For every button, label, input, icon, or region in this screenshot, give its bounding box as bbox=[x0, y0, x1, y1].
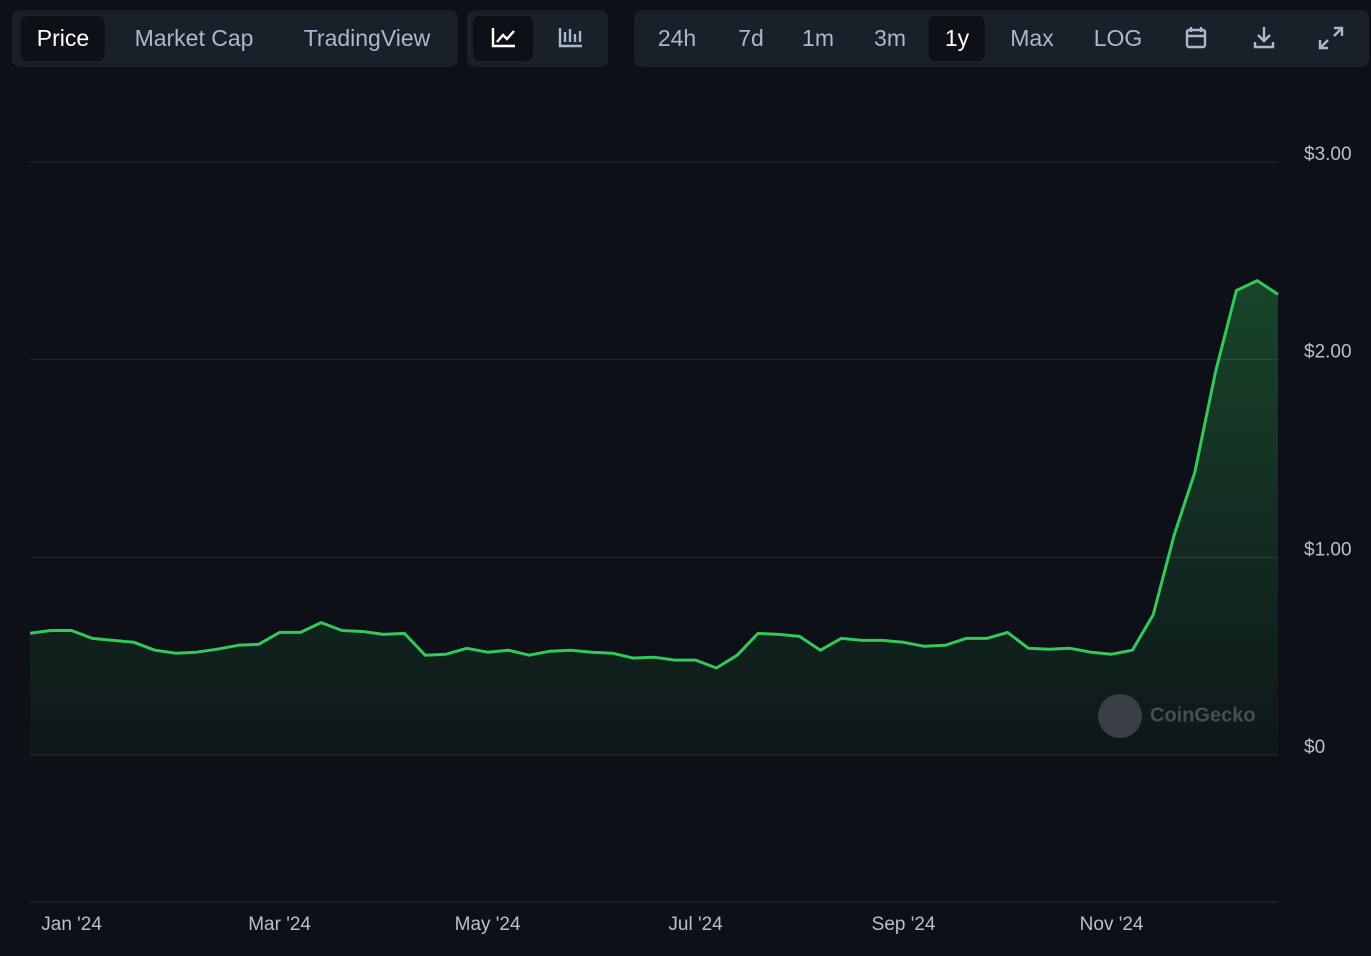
toolbar-button[interactable]: 3m bbox=[874, 25, 906, 51]
price-line bbox=[29, 279, 1279, 670]
toolbar-button[interactable]: 1y bbox=[928, 16, 986, 61]
fullscreen-icon bbox=[1318, 26, 1344, 50]
download-button[interactable] bbox=[1234, 16, 1294, 61]
candle-chart-button[interactable] bbox=[540, 16, 600, 61]
y-tick-label: $2.00 bbox=[1304, 342, 1352, 363]
toolbar-button[interactable]: 24h bbox=[657, 25, 697, 51]
line-chart-button[interactable] bbox=[473, 16, 533, 61]
x-tick-label: May '24 bbox=[455, 914, 521, 935]
y-tick-label: $3.00 bbox=[1304, 144, 1352, 165]
candle-icon bbox=[558, 28, 582, 48]
toolbar-button[interactable]: TradingView bbox=[303, 25, 431, 51]
calendar-icon bbox=[1185, 27, 1207, 49]
toolbar-button[interactable]: Market Cap bbox=[134, 25, 254, 51]
y-tick-label: $0 bbox=[1304, 737, 1325, 758]
x-tick-label: Jul '24 bbox=[668, 914, 723, 935]
watermark: CoinGecko bbox=[1150, 704, 1256, 726]
toolbar-button[interactable]: Price bbox=[20, 16, 106, 61]
toolbar-button[interactable]: Max bbox=[1010, 25, 1054, 51]
range-group bbox=[634, 10, 1369, 67]
x-tick-label: Mar '24 bbox=[248, 914, 311, 935]
y-tick-label: $1.00 bbox=[1304, 539, 1352, 560]
calendar-button[interactable] bbox=[1166, 16, 1226, 61]
toolbar-button[interactable]: 1m bbox=[802, 25, 834, 51]
x-tick-label: Jan '24 bbox=[41, 914, 102, 935]
download-icon bbox=[1253, 27, 1275, 49]
watermark-logo bbox=[1098, 694, 1142, 738]
fullscreen-button[interactable] bbox=[1301, 16, 1361, 61]
toolbar-button[interactable]: LOG bbox=[1093, 25, 1143, 51]
toolbar-button[interactable]: 7d bbox=[738, 25, 764, 51]
x-tick-label: Nov '24 bbox=[1080, 914, 1144, 935]
line-icon bbox=[491, 28, 515, 48]
area bbox=[30, 280, 1278, 755]
x-tick-label: Sep '24 bbox=[872, 914, 936, 935]
